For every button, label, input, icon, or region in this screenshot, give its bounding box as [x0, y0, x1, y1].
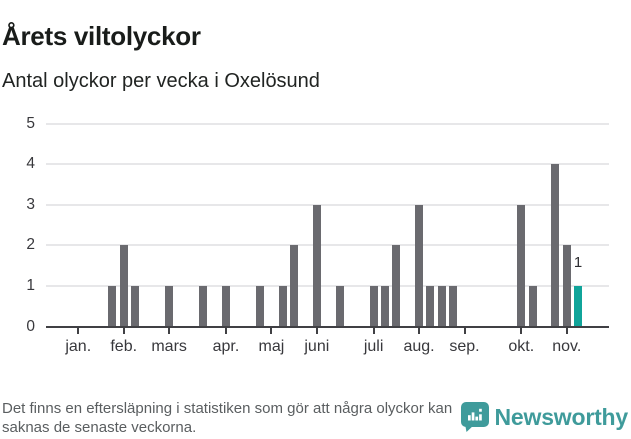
y-axis-label-1: 1	[26, 276, 35, 294]
x-axis-label-okt: okt.	[508, 338, 535, 355]
x-tick-aug	[418, 327, 421, 334]
y-axis-label-2: 2	[26, 236, 35, 254]
gridline-2	[46, 244, 609, 247]
gridline-5	[46, 122, 609, 125]
bar-week-18	[256, 285, 265, 327]
x-axis-label-aug: aug.	[403, 338, 435, 355]
newsworthy-bubble-chart-icon	[460, 402, 489, 432]
x-axis-label-maj: maj	[258, 338, 285, 355]
y-axis-label-0: 0	[26, 317, 35, 335]
y-axis-label-4: 4	[26, 155, 35, 173]
bar-week-35	[449, 285, 458, 327]
x-tick-feb	[122, 327, 125, 334]
x-tick-maj	[270, 327, 273, 334]
bar-week-34	[437, 285, 446, 327]
y-axis-label-3: 3	[26, 195, 35, 213]
bar-week-21	[290, 245, 299, 327]
bar-week-41	[517, 204, 526, 327]
bar-week-44	[551, 164, 560, 327]
x-tick-juli	[372, 327, 375, 334]
x-axis-line	[46, 325, 609, 328]
gridline-4	[46, 163, 609, 166]
x-axis-label-feb: feb.	[110, 338, 138, 355]
bar-week-25	[335, 285, 344, 327]
x-axis-label-juli: juli	[363, 338, 384, 355]
x-tick-jan	[77, 327, 80, 334]
newsworthy-wordmark: Newsworthy	[494, 403, 629, 430]
bar-week-7	[131, 285, 140, 327]
x-tick-okt	[520, 327, 523, 334]
bar-week-20	[278, 285, 287, 327]
newsworthy-logo: Newsworthy	[460, 402, 629, 432]
highlighted-bar-week-46	[574, 285, 583, 327]
bar-week-28	[369, 285, 378, 327]
bar-week-15	[221, 285, 230, 327]
x-tick-nov	[565, 327, 568, 334]
bar-week-32	[415, 204, 424, 327]
bar-week-13	[199, 285, 208, 327]
x-axis-label-apr: apr.	[212, 338, 240, 355]
bar-week-42	[528, 285, 537, 327]
gridline-3	[46, 203, 609, 206]
bar-week-6	[119, 245, 128, 327]
footnote: Det finns en eftersläpning i statistiken…	[2, 400, 453, 436]
x-tick-juni	[315, 327, 318, 334]
x-tick-sep	[463, 327, 466, 334]
bar-week-30	[392, 245, 401, 327]
page-title: Årets viltolyckor	[2, 21, 201, 52]
x-axis-label-sep: sep.	[449, 338, 480, 355]
bar-week-10	[165, 285, 174, 327]
bar-week-5	[108, 285, 117, 327]
chart-subtitle: Antal olyckor per vecka i Oxelösund	[2, 70, 320, 92]
x-axis-label-juni: juni	[304, 338, 330, 355]
x-axis-label-nov: nov.	[552, 338, 582, 355]
bar-week-45	[562, 245, 571, 327]
bar-week-23	[312, 204, 321, 327]
bar-week-29	[380, 285, 389, 327]
y-axis-label-5: 5	[26, 114, 35, 132]
x-axis-label-jan: jan.	[65, 338, 92, 355]
x-tick-mars	[168, 327, 171, 334]
x-axis-label-mars: mars	[151, 338, 187, 355]
bar-week-33	[426, 285, 435, 327]
gridline-1	[46, 284, 609, 287]
last-value-label: 1	[573, 254, 583, 271]
x-tick-apr	[224, 327, 227, 334]
